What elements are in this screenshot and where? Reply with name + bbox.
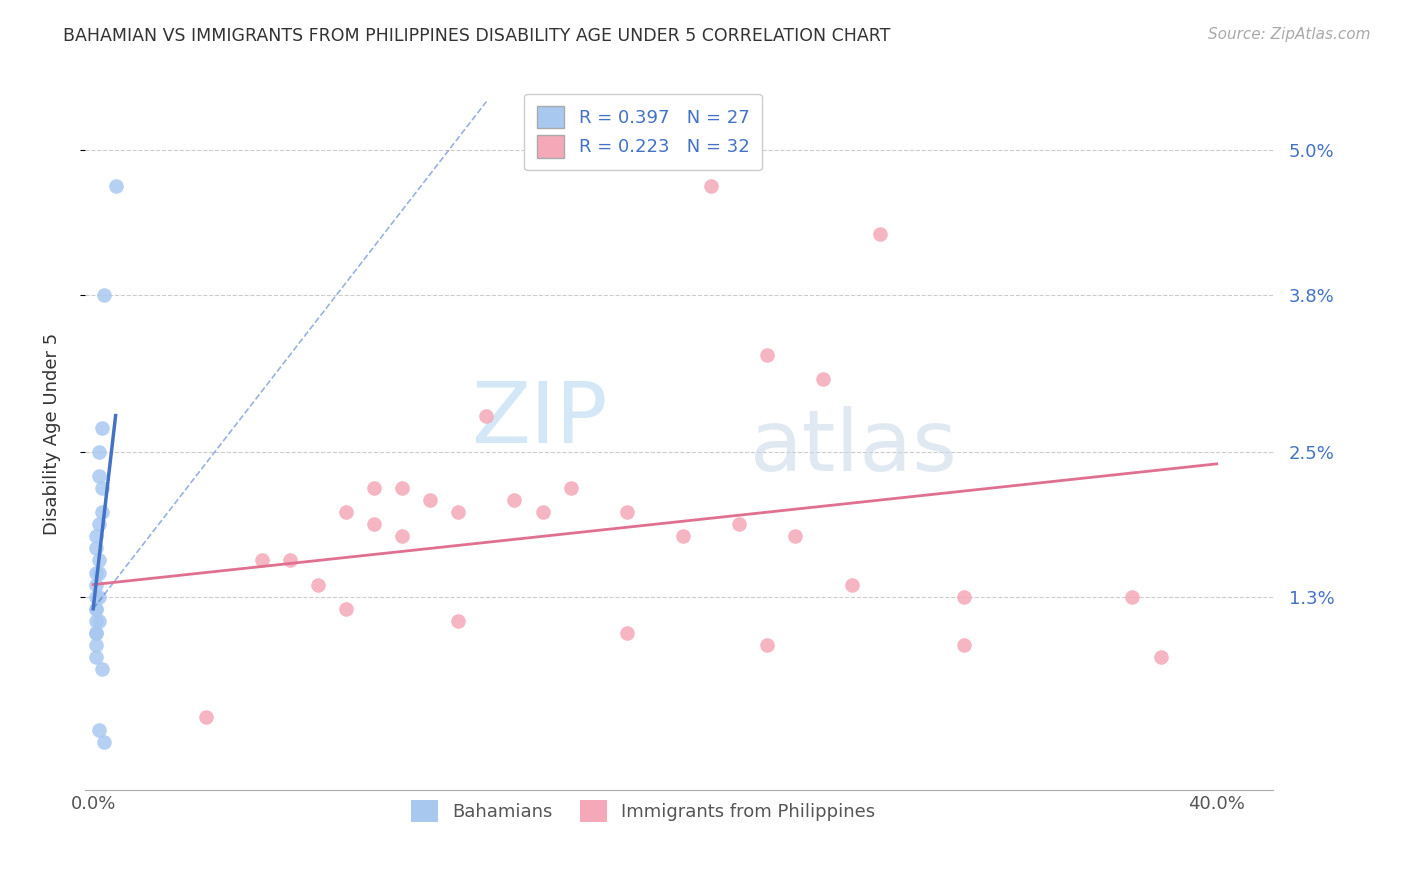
Point [335,505,357,519]
Point [616,626,638,640]
Point [813,372,835,386]
Point [90,481,112,495]
Text: BAHAMIAN VS IMMIGRANTS FROM PHILIPPINES DISABILITY AGE UNDER 5 CORRELATION CHART: BAHAMIAN VS IMMIGRANTS FROM PHILIPPINES … [63,27,890,45]
Point [87,517,110,532]
Point [84,577,107,591]
Point [194,710,217,724]
Point [700,179,723,194]
Point [953,590,976,604]
Point [84,626,107,640]
Point [672,529,695,543]
Point [93,287,115,301]
Point [84,566,107,580]
Point [616,505,638,519]
Point [104,179,127,194]
Point [785,529,807,543]
Point [93,734,115,748]
Point [447,614,470,628]
Point [84,529,107,543]
Point [84,590,107,604]
Point [90,505,112,519]
Point [1121,590,1143,604]
Text: Source: ZipAtlas.com: Source: ZipAtlas.com [1208,27,1371,42]
Point [531,505,554,519]
Point [87,723,110,737]
Point [391,529,413,543]
Point [869,227,891,242]
Point [90,662,112,676]
Point [503,493,526,508]
Legend: Bahamians, Immigrants from Philippines: Bahamians, Immigrants from Philippines [398,787,889,834]
Point [84,601,107,615]
Point [87,553,110,567]
Point [1149,650,1171,665]
Point [363,517,385,532]
Point [84,541,107,556]
Point [335,601,357,615]
Text: atlas: atlas [751,407,957,490]
Point [728,517,751,532]
Point [419,493,441,508]
Point [90,420,112,434]
Point [84,614,107,628]
Point [87,444,110,458]
Point [84,638,107,652]
Point [363,481,385,495]
Point [475,409,498,423]
Point [87,469,110,483]
Point [953,638,976,652]
Point [250,553,273,567]
Point [841,577,863,591]
Point [307,577,329,591]
Point [87,590,110,604]
Point [756,348,779,362]
Point [87,566,110,580]
Y-axis label: Disability Age Under 5: Disability Age Under 5 [44,333,60,535]
Text: ZIP: ZIP [471,378,607,461]
Point [87,614,110,628]
Point [84,650,107,665]
Point [84,626,107,640]
Point [447,505,470,519]
Point [84,601,107,615]
Point [560,481,582,495]
Point [278,553,301,567]
Point [391,481,413,495]
Point [756,638,779,652]
